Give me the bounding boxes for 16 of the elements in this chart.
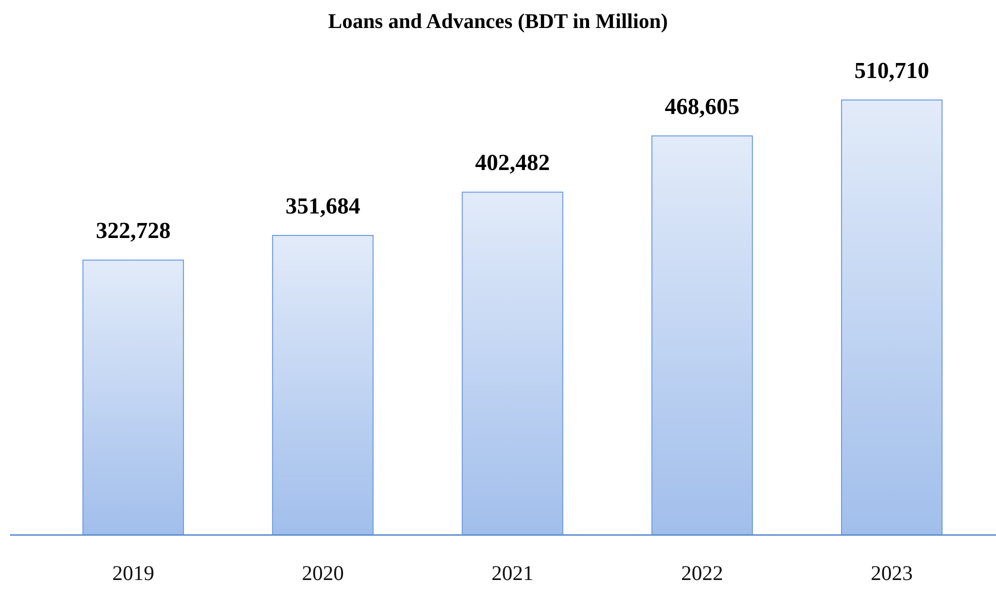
x-tick-label: 2022 (681, 560, 724, 585)
data-label: 402,482 (475, 150, 550, 176)
bar (82, 260, 184, 536)
bar (651, 135, 753, 536)
x-tick-label: 2020 (302, 560, 344, 585)
x-tick-label: 2021 (492, 560, 534, 585)
x-tick-label: 2019 (112, 560, 154, 585)
bar (272, 234, 374, 536)
data-label: 510,710 (854, 58, 930, 83)
chart-title: Loans and Advances (BDT in Million) (328, 9, 668, 33)
bar (841, 100, 943, 536)
bar (462, 192, 564, 536)
data-label: 468,605 (664, 94, 740, 119)
x-tick-label: 2023 (870, 560, 913, 585)
data-label: 351,684 (285, 193, 361, 218)
data-label: 322,728 (96, 218, 171, 244)
